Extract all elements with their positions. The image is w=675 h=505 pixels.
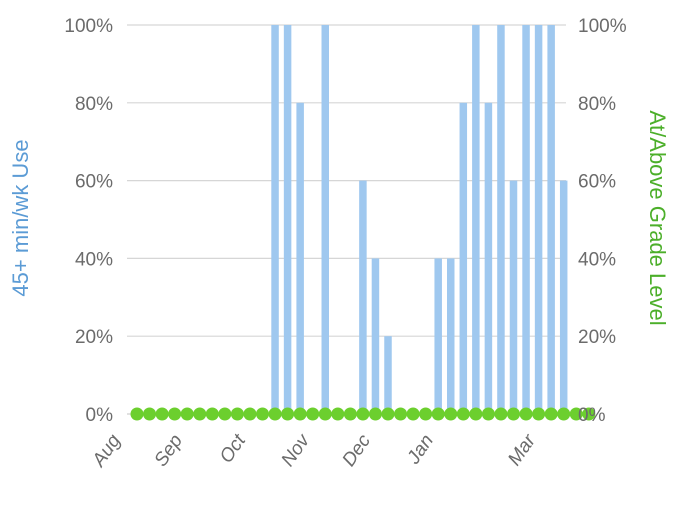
data-point [281,407,295,421]
x-tick-label: Oct [216,430,251,467]
data-point [130,407,144,421]
x-tick-label: Mar [504,430,540,469]
x-tick-label: Sep [150,431,187,471]
bar [271,25,279,414]
point-series [130,407,596,421]
data-point [582,407,596,421]
bar [547,25,555,414]
data-point [256,407,269,421]
bar [359,180,367,414]
y-axis-right-label: At/Above Grade Level [645,110,670,325]
data-point [419,407,433,421]
x-tick-label: Dec [339,430,376,470]
data-point [318,407,332,421]
y-tick-label-right: 40% [578,249,616,270]
data-point [481,407,495,421]
bar [534,25,543,414]
data-point [394,407,408,421]
y-tick-label-left: 0% [86,405,114,426]
data-point [268,407,282,421]
y-tick-label-right: 60% [578,172,616,193]
bar [522,25,530,414]
data-point [569,407,583,421]
bar [384,336,392,414]
y-tick-label-left: 100% [64,16,113,37]
bar [296,102,304,415]
data-point [494,407,508,421]
data-point [343,407,357,421]
data-point [356,407,370,421]
bar [559,180,568,414]
bar-series [271,25,568,415]
y-tick-label-right: 80% [578,94,616,115]
data-point [507,407,520,421]
data-point [230,407,244,421]
bar [472,25,480,414]
data-point [306,407,320,421]
x-tick-label: Nov [278,430,315,471]
y-tick-label-right: 100% [578,16,627,37]
data-point [431,407,445,421]
x-tick-label: Jan [403,431,438,469]
bar [321,25,329,414]
bar [371,258,380,414]
data-point [469,407,483,421]
y-tick-label-right: 20% [578,327,616,348]
data-point [243,407,257,421]
x-axis: Aug Sep Oct Nov Dec Jan Mar [88,430,541,472]
data-point [180,407,194,421]
bar [434,258,442,414]
data-point [193,407,207,421]
bar [509,180,518,414]
bar [484,102,493,415]
data-point [143,407,157,421]
data-point [368,407,382,421]
x-tick-label: Aug [88,430,125,471]
y-axis-left-label: 45+ min/wk Use [8,139,33,296]
y-tick-label-left: 80% [75,94,113,115]
data-point [532,407,546,421]
y-tick-label-left: 40% [75,249,113,270]
data-point [456,407,470,421]
data-point [205,407,219,421]
data-point [218,407,232,421]
y-axis-right: 0% 20% 40% 60% 80% 100% [578,16,627,426]
y-axis-left: 0% 20% 40% 60% 80% 100% [64,16,113,426]
bar [497,25,505,414]
y-tick-label-right: 0% [578,405,606,426]
y-tick-label-left: 60% [75,172,113,193]
data-point [406,407,420,421]
data-point [557,407,571,421]
bar [459,102,468,415]
data-point [444,407,458,421]
data-point [381,407,395,421]
bar [283,25,292,414]
y-tick-label-left: 20% [75,327,113,348]
bar [447,258,455,414]
data-point [331,407,345,421]
data-point [519,407,533,421]
data-point [155,407,169,421]
data-point [544,407,558,421]
data-point [293,407,307,421]
data-point [168,407,182,421]
